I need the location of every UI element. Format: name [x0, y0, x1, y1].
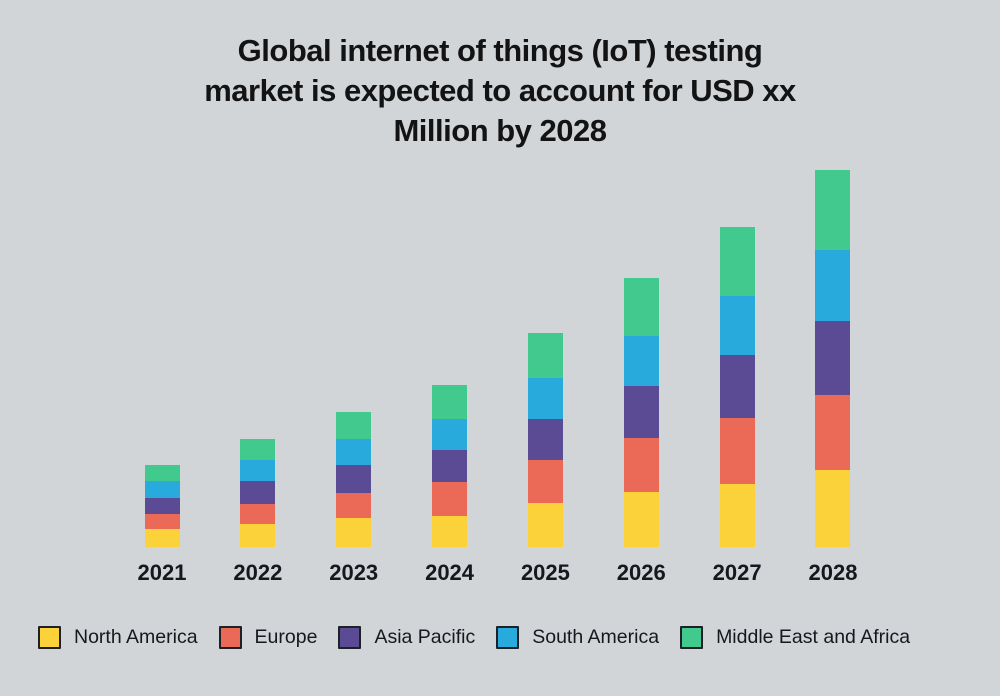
segment-south-america-2022 — [240, 460, 276, 481]
segment-asia-pacific-2027 — [719, 355, 755, 418]
x-axis-label-2021: 2021 — [137, 560, 187, 585]
chart-title-line-2: market is expected to account for USD xx — [204, 73, 796, 108]
segment-middle-east-and-africa-2027 — [719, 227, 755, 296]
segment-asia-pacific-2024 — [432, 450, 468, 482]
segment-north-america-2022 — [240, 524, 276, 547]
chart-title-line-1: Global internet of things (IoT) testing — [237, 33, 763, 68]
segment-south-america-2021 — [144, 481, 180, 498]
legend-item-north-america: North America — [38, 626, 198, 649]
segment-south-america-2026 — [623, 336, 659, 386]
chart-title: Global internet of things (IoT) testing … — [0, 31, 1000, 151]
legend-item-europe: Europe — [218, 626, 318, 649]
segment-europe-2024 — [432, 482, 468, 516]
segment-north-america-2021 — [144, 529, 180, 547]
legend-label-south-america: South America — [532, 626, 660, 648]
bar-2026 — [623, 278, 659, 547]
plot-area — [0, 170, 1000, 547]
legend-label-north-america: North America — [74, 626, 198, 648]
segment-north-america-2026 — [623, 492, 659, 547]
legend-swatch-south-america — [496, 626, 520, 649]
segment-north-america-2027 — [719, 484, 755, 547]
segment-asia-pacific-2026 — [623, 386, 659, 438]
segment-middle-east-and-africa-2026 — [623, 278, 659, 336]
x-axis-labels: 2021 2022 2023 2024 2025 2026 2027 2028 — [0, 560, 1000, 588]
legend-item-middle-east-and-africa: Middle East and Africa — [680, 626, 910, 649]
legend-swatch-europe — [218, 626, 242, 649]
legend-swatch-middle-east-and-africa — [680, 626, 704, 649]
bar-2025 — [527, 333, 563, 547]
x-axis-label-2027: 2027 — [712, 560, 762, 585]
legend-swatch-north-america — [38, 626, 61, 649]
segment-europe-2022 — [240, 504, 276, 524]
segment-middle-east-and-africa-2023 — [336, 412, 372, 439]
legend-swatch-asia-pacific — [338, 626, 362, 649]
x-axis-label-2028: 2028 — [808, 560, 858, 585]
segment-north-america-2023 — [336, 518, 372, 547]
legend-label-middle-east-and-africa: Middle East and Africa — [716, 626, 911, 648]
segment-south-america-2023 — [336, 439, 372, 465]
bar-2023 — [336, 412, 372, 547]
segment-middle-east-and-africa-2022 — [240, 439, 276, 460]
bar-2022 — [240, 439, 276, 547]
bar-2021 — [144, 465, 180, 547]
x-axis-label-2022: 2022 — [233, 560, 283, 585]
segment-north-america-2024 — [432, 516, 468, 547]
segment-north-america-2028 — [815, 470, 851, 547]
segment-europe-2023 — [336, 493, 372, 518]
segment-middle-east-and-africa-2021 — [144, 465, 180, 481]
legend-label-europe: Europe — [254, 626, 318, 648]
segment-asia-pacific-2021 — [144, 498, 180, 514]
bar-2027 — [719, 227, 755, 547]
x-axis-label-2024: 2024 — [425, 560, 475, 585]
legend-item-south-america: South America — [496, 626, 659, 649]
segment-europe-2028 — [815, 395, 851, 470]
segment-middle-east-and-africa-2025 — [527, 333, 563, 378]
x-axis-label-2025: 2025 — [520, 560, 570, 585]
x-axis-label-2023: 2023 — [329, 560, 379, 585]
chart-title-line-3: Million by 2028 — [393, 113, 607, 148]
segment-europe-2026 — [623, 438, 659, 492]
bar-2028 — [815, 170, 851, 547]
segment-asia-pacific-2028 — [815, 321, 851, 395]
segment-middle-east-and-africa-2028 — [815, 170, 851, 250]
segment-asia-pacific-2022 — [240, 481, 276, 504]
segment-south-america-2024 — [432, 419, 468, 450]
legend-label-asia-pacific: Asia Pacific — [374, 626, 476, 648]
segment-south-america-2025 — [527, 378, 563, 419]
segment-europe-2027 — [719, 418, 755, 484]
segment-asia-pacific-2023 — [336, 465, 372, 493]
segment-south-america-2027 — [719, 296, 755, 355]
segment-middle-east-and-africa-2024 — [432, 385, 468, 419]
x-axis-label-2026: 2026 — [616, 560, 666, 585]
segment-south-america-2028 — [815, 250, 851, 321]
segment-north-america-2025 — [527, 503, 563, 547]
segment-europe-2021 — [144, 514, 180, 529]
legend-item-asia-pacific: Asia Pacific — [338, 626, 475, 649]
segment-asia-pacific-2025 — [527, 419, 563, 460]
bar-2024 — [432, 385, 468, 547]
segment-europe-2025 — [527, 460, 563, 503]
legend: North America Europe Asia Pacific South Ame… — [38, 626, 910, 649]
